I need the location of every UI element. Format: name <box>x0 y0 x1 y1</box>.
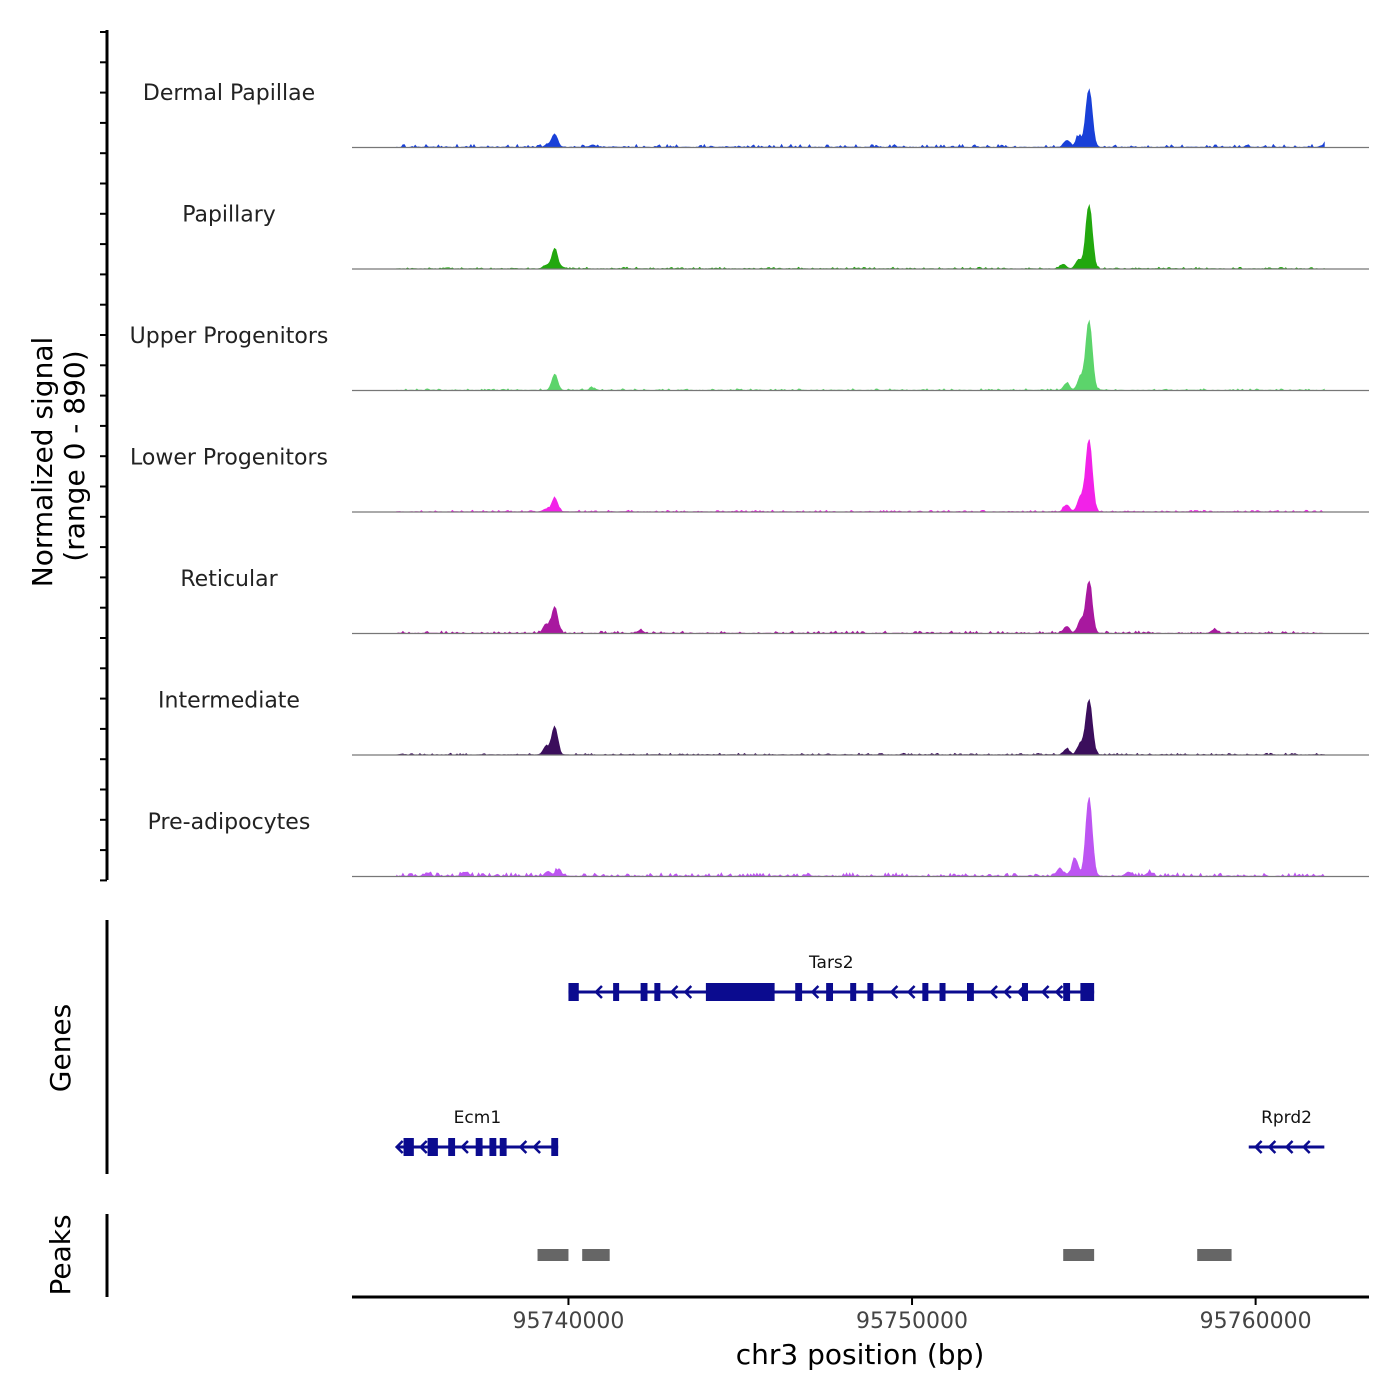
gene-exon <box>867 983 874 1001</box>
strand-arrow <box>1054 985 1064 999</box>
track-dermal-papillae: Dermal Papillae <box>143 81 1369 149</box>
coverage-area <box>396 797 1325 878</box>
coverage-area <box>396 580 1325 635</box>
coverage-tracks: Dermal Papillae Papillary Upper Progenitor… <box>130 81 1369 878</box>
strand-arrow <box>1267 1140 1277 1154</box>
track-upper-progenitors: Upper Progenitors <box>130 319 1369 392</box>
gene-exon <box>967 983 974 1001</box>
gene-exon <box>499 1138 507 1156</box>
peak-region <box>1197 1249 1232 1261</box>
strand-arrow <box>1284 1140 1294 1154</box>
coverage-area <box>396 88 1325 149</box>
x-axis-title: chr3 position (bp) <box>736 1338 985 1371</box>
peak-region <box>1063 1249 1095 1261</box>
strand-arrow <box>683 985 693 999</box>
strand-arrow <box>1301 1140 1311 1154</box>
gene-exon <box>551 1138 559 1156</box>
peak-track <box>537 1249 1232 1261</box>
strand-arrow <box>394 1140 404 1154</box>
gene-rprd2: Rprd2 <box>1248 1108 1325 1154</box>
y-axis-title: Normalized signal <box>26 337 59 588</box>
gene-ecm1: Ecm1 <box>394 1108 559 1156</box>
x-tick-label: 95740000 <box>512 1309 624 1334</box>
strand-arrow <box>889 985 899 999</box>
track-label: Upper Progenitors <box>130 324 329 349</box>
track-intermediate: Intermediate <box>158 689 1369 756</box>
track-label: Lower Progenitors <box>130 446 328 471</box>
peak-region <box>537 1249 569 1261</box>
gene-exon <box>939 983 946 1001</box>
x-axis-ticks: 95740000 95750000 95760000 <box>512 1297 1312 1334</box>
genes-panel-label: Genes <box>44 1004 77 1092</box>
gene-exon <box>640 983 648 1001</box>
gene-exon <box>705 983 775 1001</box>
strand-arrow <box>989 985 998 999</box>
strand-arrow <box>460 1140 469 1154</box>
track-papillary: Papillary <box>182 203 1369 270</box>
strand-arrow <box>518 1140 528 1154</box>
strand-arrow <box>1040 985 1050 999</box>
strand-arrow <box>594 985 603 999</box>
strand-arrow <box>1003 985 1012 999</box>
gene-exon <box>568 983 579 1001</box>
peak-region <box>582 1249 610 1261</box>
gene-label: Rprd2 <box>1261 1108 1312 1128</box>
track-pre-adipocytes: Pre-adipocytes <box>148 797 1369 878</box>
gene-exon <box>403 1138 414 1156</box>
gene-track: Tars2 Ecm1 Rprd2 <box>394 953 1325 1156</box>
gene-exon <box>922 983 929 1001</box>
gene-exon <box>654 983 661 1001</box>
track-label: Papillary <box>182 203 276 228</box>
peaks-panel-label: Peaks <box>44 1214 77 1295</box>
track-label: Reticular <box>180 567 278 592</box>
gene-exon <box>489 1138 497 1156</box>
gene-exon <box>427 1138 438 1156</box>
track-lower-progenitors: Lower Progenitors <box>130 439 1369 513</box>
track-label: Intermediate <box>158 689 300 714</box>
coverage-area <box>396 203 1325 270</box>
gene-exon <box>795 983 803 1001</box>
gene-exon <box>826 983 834 1001</box>
strand-arrow <box>906 985 916 999</box>
gene-exon <box>850 983 857 1001</box>
strand-arrow <box>1253 1140 1263 1154</box>
strand-arrow <box>810 985 820 999</box>
gene-tars2: Tars2 <box>568 953 1095 1001</box>
strand-arrow <box>1016 985 1026 999</box>
gene-label: Ecm1 <box>454 1108 501 1128</box>
coverage-area <box>396 439 1325 513</box>
gene-exon <box>475 1138 483 1156</box>
gene-exon <box>1021 983 1028 1001</box>
track-label: Pre-adipocytes <box>148 810 311 835</box>
gene-exon <box>448 1138 456 1156</box>
coverage-y-ticks <box>100 31 107 882</box>
track-label: Dermal Papillae <box>143 81 315 106</box>
y-axis-range: (range 0 - 890) <box>58 350 91 561</box>
strand-arrow <box>532 1140 541 1154</box>
coverage-area <box>396 698 1325 756</box>
strand-arrow <box>669 985 679 999</box>
gene-exon <box>613 983 620 1001</box>
coverage-area <box>396 319 1325 391</box>
strand-arrow <box>418 1140 428 1154</box>
x-tick-label: 95750000 <box>856 1309 968 1334</box>
x-tick-label: 95760000 <box>1200 1309 1312 1334</box>
gene-label: Tars2 <box>808 953 854 973</box>
gene-exon <box>1063 983 1071 1001</box>
gene-exon <box>1080 983 1095 1001</box>
track-reticular: Reticular <box>180 567 1369 635</box>
